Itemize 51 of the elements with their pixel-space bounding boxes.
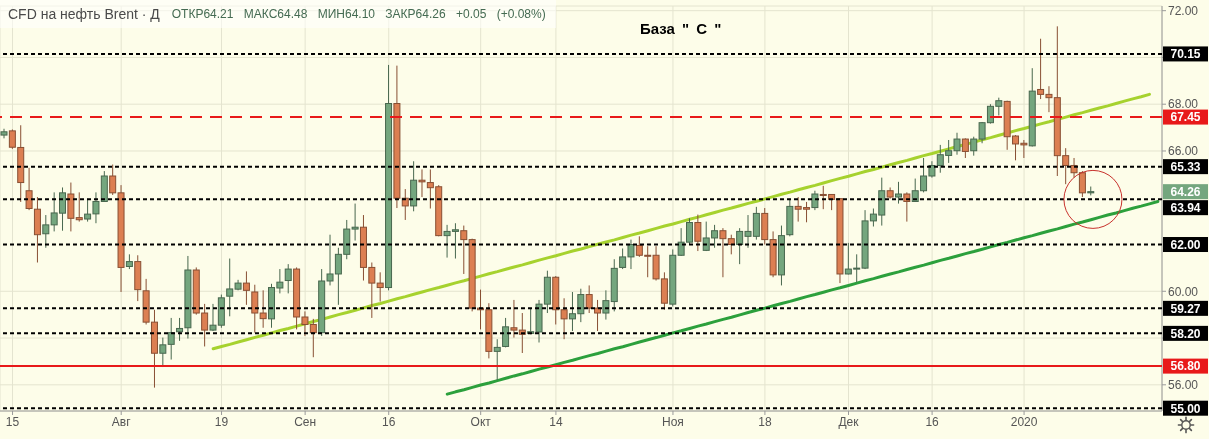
x-tick-label: Сен xyxy=(294,414,317,429)
ref-line-label: 65.33 xyxy=(1170,159,1201,174)
y-tick-label: 72.00 xyxy=(1168,3,1199,18)
y-tick-label: 66.00 xyxy=(1168,144,1199,159)
y-tick-label: 68.00 xyxy=(1168,97,1199,112)
candlestick xyxy=(167,317,175,361)
x-tick-label: 19 xyxy=(214,414,229,429)
candlestick xyxy=(811,190,819,211)
x-tick-label: Ноя xyxy=(662,414,684,429)
x-tick-label: Окт xyxy=(470,414,492,429)
candlestick xyxy=(961,137,969,159)
ref-line-label: 58.20 xyxy=(1170,326,1201,341)
x-tick-label: 2020 xyxy=(1010,414,1038,429)
annotation: База " С " xyxy=(640,20,722,37)
candlestick xyxy=(894,181,902,205)
candlestick xyxy=(42,214,50,249)
x-tick-label: Дек xyxy=(838,414,860,429)
x-tick-label: 14 xyxy=(549,414,563,429)
ref-line-label: 56.80 xyxy=(1170,359,1201,374)
y-tick-label: 56.00 xyxy=(1168,378,1199,393)
ref-line-label: 70.15 xyxy=(1170,47,1201,62)
candlestick xyxy=(594,299,602,332)
ref-line-label: 63.94 xyxy=(1170,200,1201,215)
candlestick xyxy=(418,168,426,198)
line-series xyxy=(211,92,1151,351)
x-tick-label: 15 xyxy=(5,414,20,429)
x-tick-label: Авг xyxy=(111,414,132,429)
text: 64.26 xyxy=(1170,184,1201,199)
candlestick xyxy=(176,317,184,342)
chart-title: CFD на нефть Brent · Д xyxy=(8,6,160,22)
line-series xyxy=(445,199,1160,396)
y-tick-label: 60.00 xyxy=(1168,284,1199,299)
ref-line-label: 62.00 xyxy=(1170,237,1201,252)
chart-subtitle: ОТКР64.21 МАКС64.48 МИН64.10 ЗАКР64.26 +0.05 (+0.08%) xyxy=(171,7,546,21)
candlestick xyxy=(25,167,33,211)
x-tick-label: 16 xyxy=(382,414,396,429)
ref-line-label: 55.00 xyxy=(1170,401,1201,416)
candlestick xyxy=(376,271,384,303)
candlestick xyxy=(159,337,167,368)
ref-line-label: 59.27 xyxy=(1170,301,1201,316)
x-tick-label: 16 xyxy=(925,414,940,429)
ref-line-label: 67.45 xyxy=(1170,110,1201,125)
candlestick xyxy=(493,338,501,381)
candlestick xyxy=(251,284,259,334)
candlestick xyxy=(284,263,292,294)
candlestick xyxy=(502,317,510,348)
candlestick xyxy=(259,289,267,329)
candlestick xyxy=(694,214,702,252)
candlestick xyxy=(242,270,250,306)
candlestick xyxy=(585,284,593,314)
x-tick-label: 18 xyxy=(758,414,772,429)
